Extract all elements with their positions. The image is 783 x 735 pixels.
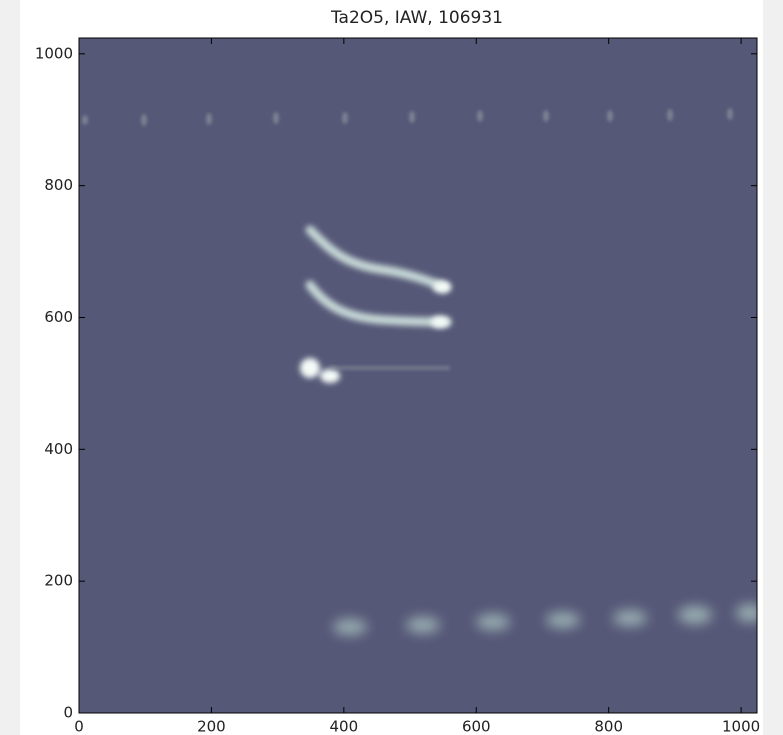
y-tick-label: 800: [44, 176, 73, 194]
chart-title: Ta2O5, IAW, 106931: [330, 8, 503, 28]
plot-frame: [78, 37, 758, 714]
y-tick-label: 600: [44, 308, 73, 326]
bright-spot: [300, 281, 451, 383]
y-tick-label: 200: [44, 572, 73, 590]
y-tick-label: 400: [44, 440, 73, 458]
top-spots: [82, 108, 733, 126]
faint-line: [330, 366, 450, 370]
x-tick-label: 1000: [722, 718, 760, 735]
arcs: [305, 225, 452, 327]
y-tick-label: 0: [63, 704, 73, 722]
x-tick-label: 200: [197, 718, 226, 735]
x-tick-label: 800: [594, 718, 623, 735]
y-tick-label: 1000: [35, 44, 73, 62]
x-tick-label: 0: [74, 718, 84, 735]
image-features: [82, 108, 757, 635]
image-area: [79, 38, 757, 713]
x-tick-label: 400: [330, 718, 359, 735]
x-tick-label: 600: [462, 718, 491, 735]
bottom-spots: [333, 604, 757, 635]
